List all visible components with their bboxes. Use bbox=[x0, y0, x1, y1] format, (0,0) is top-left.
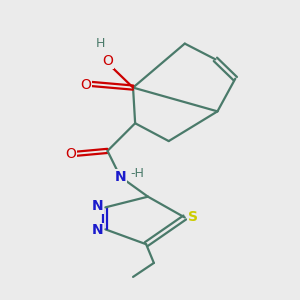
Text: O: O bbox=[65, 147, 76, 161]
Text: H: H bbox=[96, 37, 105, 50]
Text: O: O bbox=[80, 78, 91, 92]
Text: N: N bbox=[92, 200, 103, 214]
Text: -H: -H bbox=[130, 167, 144, 180]
Text: S: S bbox=[188, 211, 198, 224]
Text: N: N bbox=[92, 223, 103, 237]
Text: N: N bbox=[115, 170, 126, 184]
Text: O: O bbox=[102, 54, 113, 68]
